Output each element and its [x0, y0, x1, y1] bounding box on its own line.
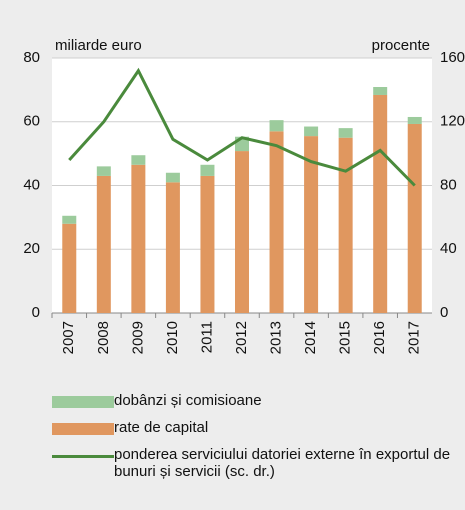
- bar: [96, 166, 111, 176]
- y-tick-label: 80: [23, 49, 40, 66]
- bar: [269, 120, 284, 132]
- x-tick-label: 2013: [268, 321, 285, 354]
- legend-swatch: [52, 423, 114, 435]
- bar: [165, 182, 180, 313]
- bar: [338, 137, 353, 313]
- x-tick-label: 2010: [164, 321, 181, 354]
- legend-label: dobânzi și comisioane: [114, 392, 262, 409]
- bar: [373, 94, 388, 313]
- bar: [200, 175, 215, 313]
- bar: [131, 155, 146, 165]
- y-tick-label: 40: [23, 176, 40, 193]
- bar: [407, 116, 422, 124]
- x-tick-label: 2007: [60, 321, 77, 354]
- bar: [62, 215, 77, 224]
- x-tick-label: 2014: [302, 321, 319, 354]
- y-tick-label: 0: [32, 304, 40, 321]
- legend-swatch: [52, 455, 114, 458]
- bar: [304, 126, 319, 137]
- bar: [338, 128, 353, 138]
- bar: [131, 164, 146, 313]
- bar: [165, 172, 180, 183]
- x-tick-label: 2009: [129, 321, 146, 354]
- x-tick-label: 2017: [406, 321, 423, 354]
- y2-tick-label: 80: [440, 176, 457, 193]
- y2-tick-label: 40: [440, 240, 457, 257]
- y2-tick-label: 120: [440, 113, 465, 130]
- bar: [304, 136, 319, 313]
- y-tick-label: 60: [23, 113, 40, 130]
- x-tick-label: 2015: [337, 321, 354, 354]
- bar: [407, 123, 422, 313]
- bar: [269, 131, 284, 313]
- line-series: [68, 67, 416, 187]
- y2-axis-label: procente: [372, 37, 430, 54]
- y2-tick-label: 160: [440, 49, 465, 66]
- bar: [96, 175, 111, 313]
- y-axis-label: miliarde euro: [55, 37, 142, 54]
- bar: [373, 87, 388, 95]
- y-tick-label: 20: [23, 240, 40, 257]
- legend-item: rate de capital: [52, 419, 452, 436]
- chart: miliarde euro procente 0 20 40 60 80 0 40 80 120…: [23, 37, 465, 354]
- legend-item: ponderea serviciului datoriei externe în…: [52, 446, 452, 480]
- x-tick-label: 2008: [95, 321, 112, 354]
- bar: [235, 151, 249, 313]
- legend-label: rate de capital: [114, 419, 209, 436]
- bar: [62, 223, 77, 313]
- x-tick-label: 2012: [233, 321, 250, 354]
- legend-label: ponderea serviciului datoriei externe în…: [114, 446, 451, 480]
- x-tick-label: 2011: [198, 321, 215, 353]
- x-tick-label: 2016: [371, 321, 388, 354]
- legend-item: dobânzi și comisioane: [52, 392, 452, 409]
- legend-swatch: [52, 396, 114, 408]
- y2-tick-label: 0: [440, 304, 448, 321]
- bar: [200, 164, 215, 176]
- legend: dobânzi și comisioane rate de capital pond…: [52, 392, 452, 490]
